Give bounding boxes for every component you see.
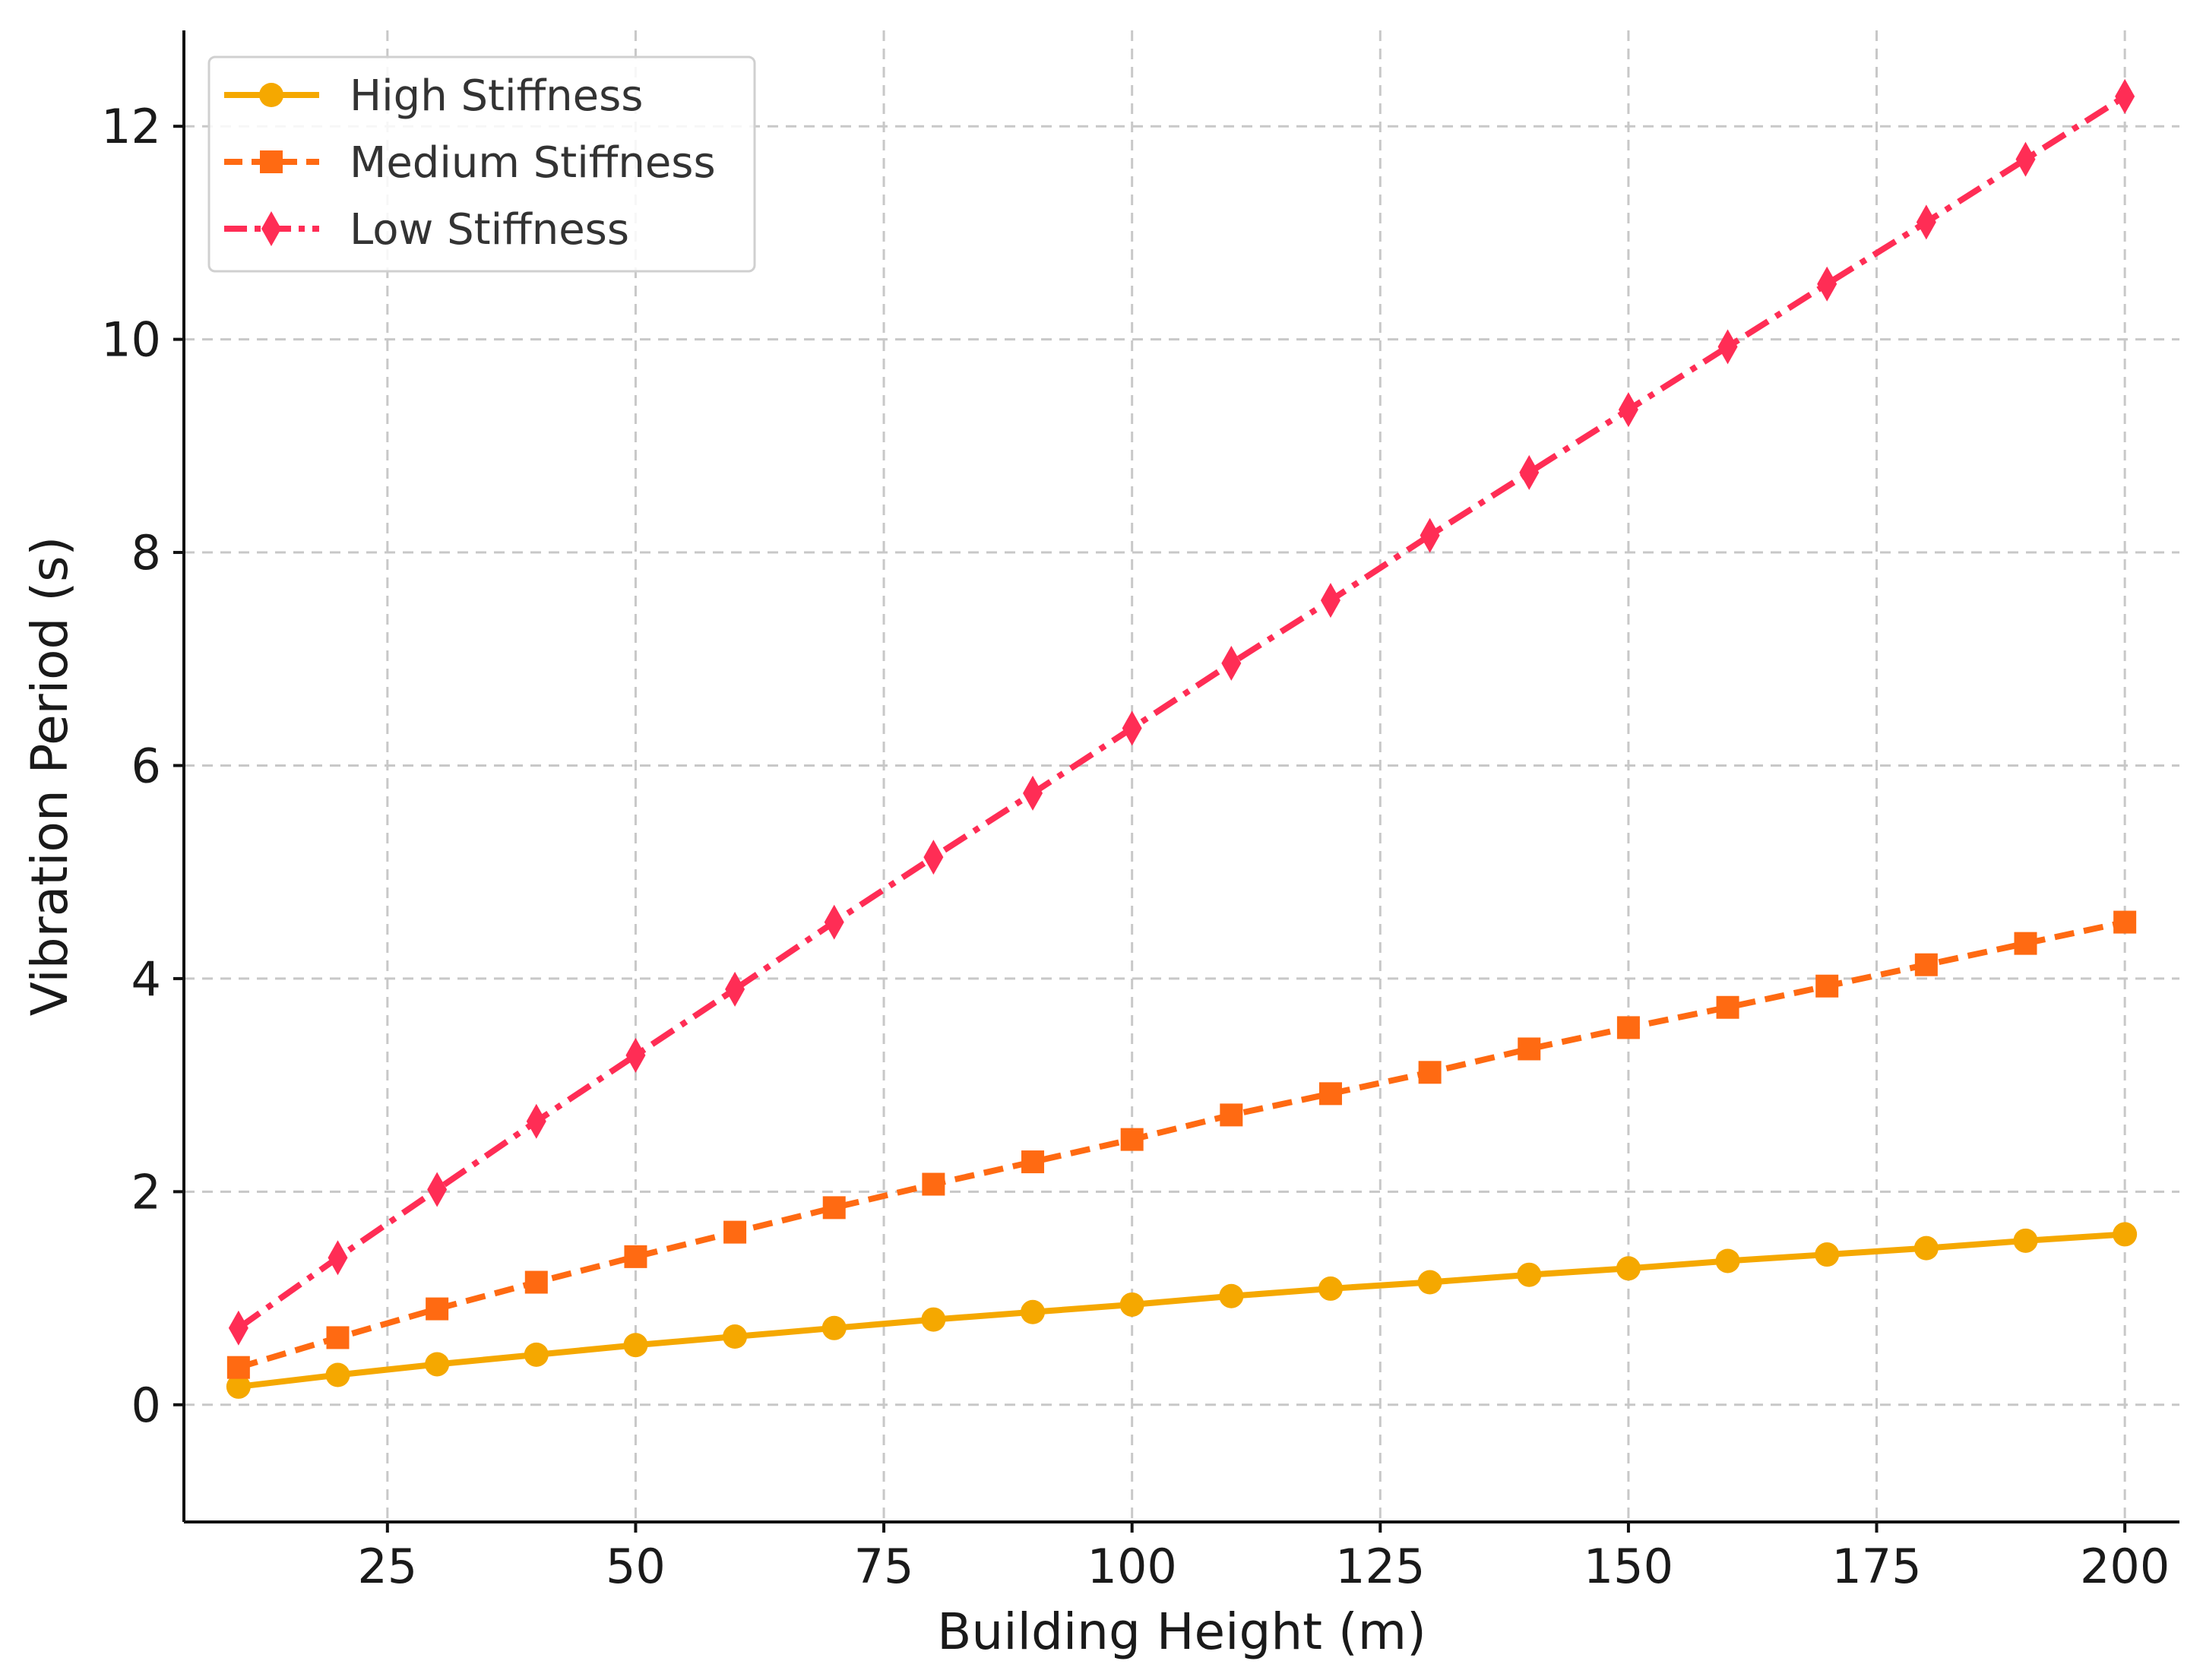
data-point [1122,710,1142,746]
data-point [1318,1276,1343,1301]
x-tick-label: 200 [2080,1539,2170,1594]
data-point [1021,1150,1045,1174]
data-point [425,1352,450,1377]
x-axis-title: Building Height (m) [937,1602,1426,1661]
data-point [1815,974,1839,998]
data-point [1616,1016,1640,1039]
data-point [1221,645,1242,681]
y-tick-label: 6 [131,738,161,793]
data-point [325,1362,350,1387]
data-point [1518,1037,1541,1061]
data-point [526,1103,546,1139]
x-tick-label: 100 [1087,1539,1177,1594]
data-point [426,1297,449,1321]
series-line [238,1231,2125,1390]
y-tick-label: 4 [131,951,161,1007]
data-point [1418,1061,1442,1084]
x-tick-label: 25 [357,1539,417,1594]
data-point [923,840,944,875]
grid [184,30,2179,1522]
data-point [1815,1242,1840,1267]
legend-label: High Stiffness [350,71,643,121]
data-point [1717,329,1738,365]
data-point [226,1374,251,1399]
data-point [1716,995,1739,1019]
legend-marker [259,83,283,107]
data-point [1320,583,1340,619]
data-point [2115,78,2135,114]
data-point [1517,1262,1542,1287]
x-tick-label: 150 [1584,1539,1673,1594]
data-point [723,1324,748,1349]
series-high-stiffness [226,1222,2138,1399]
legend-item: Medium Stiffness [224,138,716,188]
data-point [2014,932,2037,955]
data-point [1119,1292,1144,1317]
data-point [725,971,745,1007]
series-layer [226,78,2138,1399]
data-point [723,1220,747,1244]
data-point [821,1315,847,1340]
data-point [1616,1256,1641,1281]
data-point [2015,141,2036,177]
y-tick-label: 2 [131,1164,161,1220]
legend-marker [260,150,283,173]
data-point [824,904,844,940]
data-point [2113,910,2137,934]
series-line [237,919,2125,1371]
data-point [1021,1299,1046,1324]
x-tick-label: 175 [1831,1539,1921,1594]
data-point [1023,775,1043,811]
legend-box [207,55,756,273]
data-point [524,1342,549,1367]
data-point [921,1307,946,1332]
x-tick-label: 125 [1335,1539,1425,1594]
series-medium-stiffness [226,910,2137,1379]
legend-label: Low Stiffness [350,205,629,255]
series-line [236,93,2127,1331]
y-tick-label: 8 [131,525,161,581]
y-tick-label: 0 [131,1378,161,1433]
data-point [2013,1228,2038,1253]
series-low-stiffness [228,78,2135,1346]
legend-label: Medium Stiffness [350,138,716,188]
data-point [326,1326,350,1349]
data-point [822,1196,846,1220]
data-point [922,1172,945,1196]
data-point [1913,1235,1939,1261]
x-tick-label: 50 [606,1539,666,1594]
data-point [1817,266,1837,302]
data-point [1519,454,1540,490]
y-tick-label: 10 [101,312,161,368]
data-point [1420,517,1440,553]
data-point [623,1333,648,1358]
legend-marker [261,211,281,246]
legend: High Stiffness Medium Stiffness Low Stiffn… [207,55,756,273]
data-point [328,1240,348,1276]
x-tick-label: 75 [854,1539,914,1594]
data-point [1914,953,1938,976]
data-point [1219,1283,1244,1308]
legend-item: Low Stiffness [224,205,629,255]
axes [173,30,2179,1533]
data-point [2113,1222,2138,1247]
data-point [524,1270,548,1294]
data-point [624,1245,647,1268]
data-point [1715,1248,1740,1273]
legend-item: High Stiffness [224,71,643,121]
data-point [625,1037,646,1073]
data-point [1318,1082,1342,1106]
data-point [1220,1103,1243,1127]
y-tick-label: 12 [101,99,161,154]
data-point [427,1172,448,1207]
data-point [1120,1128,1144,1151]
data-point [1618,392,1638,428]
data-point [1417,1270,1442,1295]
data-point [226,1356,250,1379]
data-point [1916,204,1936,240]
tick-labels: 25 50 75 100 125 150 175 200 0 2 4 6 8 10 12 [101,99,2170,1594]
y-axis-title: Vibration Period (s) [21,536,79,1017]
data-point [228,1310,248,1346]
